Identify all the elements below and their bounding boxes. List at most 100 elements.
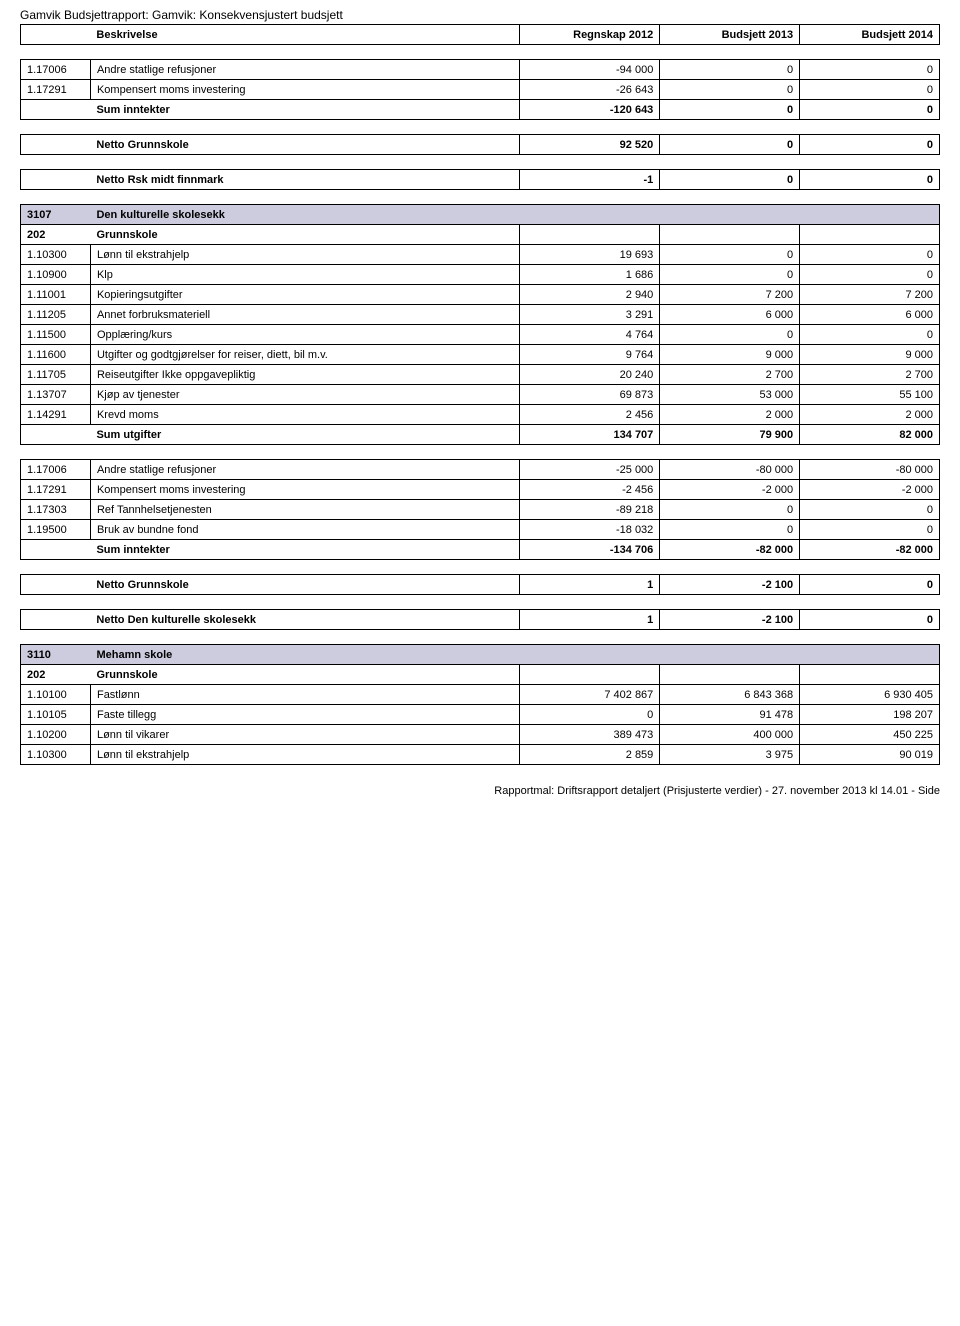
cell-v3: 9 000	[800, 345, 940, 365]
cell-v3: 0	[800, 100, 940, 120]
cell-code: 1.19500	[21, 520, 91, 540]
subsection-code: 202	[21, 225, 91, 245]
document-header: Gamvik Budsjettrapport: Gamvik: Konsekve…	[20, 8, 940, 22]
cell-v1: 3 291	[520, 305, 660, 325]
block3107-table: 1.10300Lønn til ekstrahjelp19 693001.109…	[20, 244, 940, 445]
blank	[660, 665, 800, 685]
cell-blank	[21, 135, 91, 155]
cell-v2: 6 000	[660, 305, 800, 325]
cell-v3: 0	[800, 575, 940, 595]
cell-v2: 3 975	[660, 745, 800, 765]
cell-code: 1.10200	[21, 725, 91, 745]
cell-desc: Opplæring/kurs	[90, 325, 520, 345]
netto4-table: Netto Den kulturelle skolesekk 1 -2 100 …	[20, 609, 940, 630]
cell-blank	[21, 610, 91, 630]
cell-code: 1.11705	[21, 365, 91, 385]
cell-v2: 0	[660, 135, 800, 155]
netto2-table: Netto Rsk midt finnmark -1 0 0	[20, 169, 940, 190]
cell-v2: 0	[660, 500, 800, 520]
cell-code: 1.17291	[21, 480, 91, 500]
cell-blank	[21, 170, 91, 190]
cell-desc: Sum inntekter	[90, 540, 520, 560]
header-c3: Budsjett 2014	[800, 25, 940, 45]
cell-v3: 82 000	[800, 425, 940, 445]
cell-v1: 7 402 867	[520, 685, 660, 705]
header-c1: Regnskap 2012	[520, 25, 660, 45]
cell-v3: 0	[800, 135, 940, 155]
cell-v1: 92 520	[520, 135, 660, 155]
section-desc: Den kulturelle skolesekk	[90, 205, 939, 225]
cell-desc: Bruk av bundne fond	[90, 520, 520, 540]
cell-v1: 2 859	[520, 745, 660, 765]
cell-code: 1.10300	[21, 745, 91, 765]
cell-v2: 0	[660, 325, 800, 345]
cell-desc: Utgifter og godtgjørelser for reiser, di…	[90, 345, 520, 365]
cell-desc: Lønn til ekstrahjelp	[90, 745, 519, 765]
cell-code: 1.10300	[21, 245, 91, 265]
cell-v2: 9 000	[660, 345, 800, 365]
section-desc: Mehamn skole	[90, 645, 939, 665]
cell-code: 1.17006	[21, 460, 91, 480]
cell-v1: 19 693	[520, 245, 660, 265]
cell-code: 1.17291	[21, 80, 91, 100]
cell-v1: -2 456	[520, 480, 660, 500]
cell-v2: -82 000	[660, 540, 800, 560]
cell-v3: 90 019	[800, 745, 940, 765]
cell-v3: 450 225	[800, 725, 940, 745]
netto3-table: Netto Grunnskole 1 -2 100 0	[20, 574, 940, 595]
cell-v2: -2 000	[660, 480, 800, 500]
cell-v1: -134 706	[520, 540, 660, 560]
cell-v1: 2 456	[520, 405, 660, 425]
cell-v1: 1 686	[520, 265, 660, 285]
cell-v3: -80 000	[800, 460, 940, 480]
cell-v3: 2 000	[800, 405, 940, 425]
cell-desc: Klp	[90, 265, 520, 285]
cell-desc: Netto Grunnskole	[90, 135, 520, 155]
cell-desc: Reiseutgifter Ikke oppgavepliktig	[90, 365, 520, 385]
cell-blank	[21, 575, 91, 595]
netto1-table: Netto Grunnskole 92 520 0 0	[20, 134, 940, 155]
header-c2: Budsjett 2013	[660, 25, 800, 45]
cell-v1: 389 473	[520, 725, 660, 745]
cell-v2: 0	[660, 80, 800, 100]
cell-v1: -94 000	[520, 60, 660, 80]
cell-v3: 0	[800, 520, 940, 540]
cell-desc: Kopieringsutgifter	[90, 285, 520, 305]
cell-v1: 4 764	[520, 325, 660, 345]
cell-v2: 0	[660, 100, 800, 120]
subsection-desc: Grunnskole	[90, 225, 520, 245]
section-3107-header: 3107 Den kulturelle skolesekk 202 Grunns…	[20, 204, 940, 245]
cell-v3: 0	[800, 170, 940, 190]
cell-code	[21, 100, 91, 120]
cell-v3: 6 930 405	[800, 685, 940, 705]
section-code: 3110	[21, 645, 91, 665]
subsection-code: 202	[21, 665, 91, 685]
cell-v2: 0	[660, 265, 800, 285]
cell-v2: -2 100	[660, 575, 800, 595]
cell-code: 1.14291	[21, 405, 91, 425]
cell-v1: 1	[520, 610, 660, 630]
cell-v1: 20 240	[520, 365, 660, 385]
footer-text: Rapportmal: Driftsrapport detaljert (Pri…	[20, 785, 940, 797]
blank	[660, 225, 800, 245]
cell-v2: 7 200	[660, 285, 800, 305]
cell-v3: 0	[800, 265, 940, 285]
cell-v1: -120 643	[520, 100, 660, 120]
cell-v2: 0	[660, 520, 800, 540]
cell-v1: 2 940	[520, 285, 660, 305]
cell-code: 1.11600	[21, 345, 91, 365]
cell-v3: 0	[800, 325, 940, 345]
cell-v2: 2 700	[660, 365, 800, 385]
cell-v3: 55 100	[800, 385, 940, 405]
cell-v3: 0	[800, 500, 940, 520]
cell-v2: 2 000	[660, 405, 800, 425]
cell-desc: Ref Tannhelsetjenesten	[90, 500, 520, 520]
header-table: Beskrivelse Regnskap 2012 Budsjett 2013 …	[20, 24, 940, 45]
cell-code: 1.13707	[21, 385, 91, 405]
blank	[520, 665, 660, 685]
cell-desc: Lønn til vikarer	[90, 725, 519, 745]
cell-v2: 6 843 368	[660, 685, 800, 705]
blank	[800, 665, 940, 685]
cell-code: 1.17303	[21, 500, 91, 520]
subsection-desc: Grunnskole	[90, 665, 520, 685]
